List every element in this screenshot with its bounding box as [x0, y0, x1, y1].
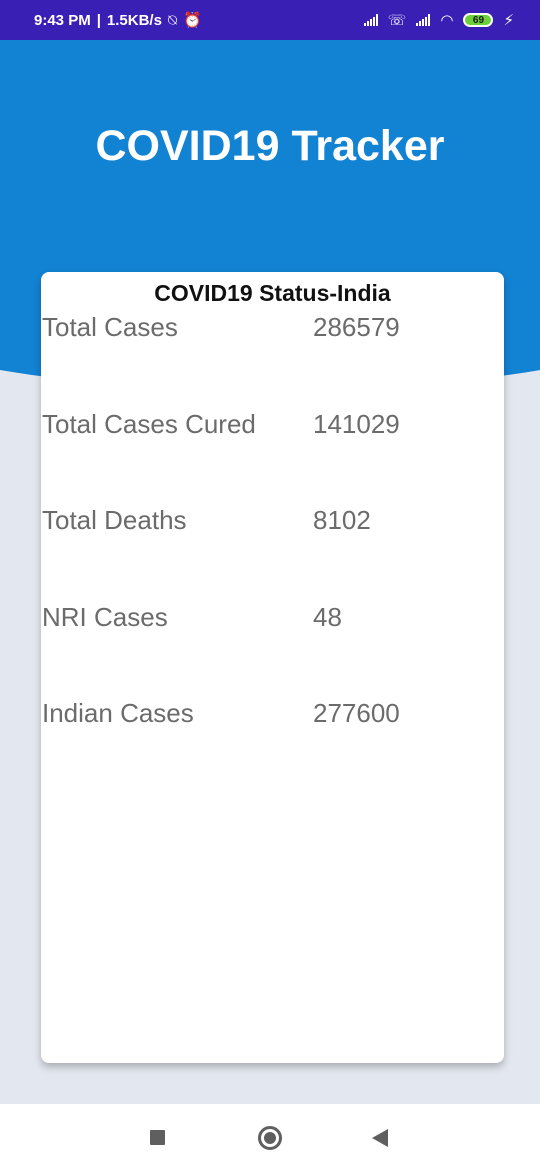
battery-icon: 69	[463, 13, 494, 27]
stat-row-total-cases: Total Cases 286579	[41, 312, 504, 352]
status-bar: 9:43 PM | 1.5KB/s ⍉ ⏰ ☏ ◠ 69 ⚡	[0, 0, 540, 40]
stat-value: 286579	[313, 312, 400, 342]
stat-value: 8102	[313, 505, 371, 535]
stat-value: 141029	[313, 409, 400, 439]
network-speed: 1.5KB/s	[106, 11, 162, 29]
stat-label: Total Deaths	[42, 505, 187, 535]
recents-button[interactable]	[150, 1130, 165, 1145]
charging-icon: ⚡	[503, 11, 514, 29]
clock: 9:43 PM	[34, 11, 91, 29]
stat-row-indian-cases: Indian Cases 277600	[41, 698, 504, 738]
stat-row-total-cured: Total Cases Cured 141029	[41, 409, 504, 449]
card-title: COVID19 Status-India	[154, 280, 391, 306]
stat-label: Total Cases Cured	[42, 409, 256, 439]
wifi-calling-icon: ☏	[387, 11, 407, 29]
app-title: COVID19 Tracker	[95, 122, 445, 170]
status-left: 9:43 PM | 1.5KB/s ⍉ ⏰	[34, 12, 202, 29]
stat-value: 48	[313, 602, 342, 632]
navigation-bar	[0, 1104, 540, 1170]
stat-label: NRI Cases	[42, 602, 168, 632]
stat-value: 277600	[313, 698, 400, 728]
status-right: ☏ ◠ 69 ⚡	[363, 11, 514, 29]
stat-row-nri-cases: NRI Cases 48	[41, 602, 504, 642]
home-button[interactable]	[258, 1126, 282, 1150]
wifi-icon: ◠	[440, 11, 454, 29]
alarm-icon: ⏰	[182, 11, 202, 29]
back-button[interactable]	[372, 1129, 388, 1147]
signal-icon	[416, 14, 431, 26]
stat-label: Total Cases	[42, 312, 178, 342]
stat-row-total-deaths: Total Deaths 8102	[41, 505, 504, 545]
signal-icon	[363, 14, 378, 26]
stat-label: Indian Cases	[42, 698, 194, 728]
status-card: COVID19 Status-India Total Cases 286579 …	[41, 272, 504, 1063]
muted-alarm-icon: ⍉	[167, 11, 177, 29]
divider: |	[96, 11, 101, 29]
